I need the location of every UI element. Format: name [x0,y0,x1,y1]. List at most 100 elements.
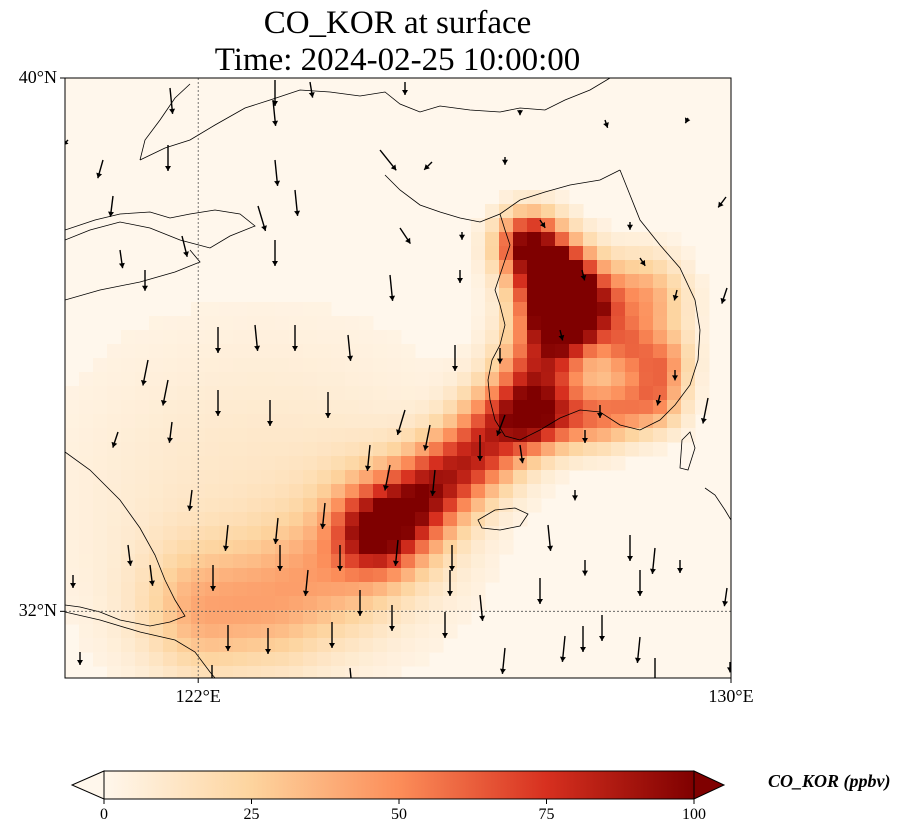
field-cell [653,344,668,359]
field-cell [359,344,374,359]
field-cell [233,330,248,345]
colorbar-tick-label: 50 [391,806,407,823]
field-cell [177,316,192,331]
field-cell [219,512,234,527]
field-cell [653,372,668,387]
field-cell [79,512,94,527]
field-cell [191,526,206,541]
field-cell [275,386,290,401]
wind-arrow [379,149,397,171]
field-cell [177,596,192,611]
field-cell [331,596,346,611]
field-cell [401,414,416,429]
wind-arrow [580,626,586,652]
field-cell [79,498,94,513]
field-cell [457,428,472,443]
wind-arrow [684,117,691,124]
field-cell [205,568,220,583]
field-cell [499,316,514,331]
field-cell [79,372,94,387]
figure-time-subtitle: Time: 2024-02-25 10:00:00 [214,42,581,78]
field-cell [681,344,696,359]
field-cell [555,288,570,303]
field-cell [93,652,108,667]
field-cell [121,428,136,443]
field-cell [555,358,570,373]
field-cell [597,330,612,345]
field-cell [457,470,472,485]
field-cell [555,386,570,401]
field-cell [499,484,514,499]
field-cell [373,428,388,443]
field-cell [135,540,150,555]
field-cell [135,666,150,678]
field-cell [471,442,486,457]
field-cell [359,428,374,443]
field-cell [275,470,290,485]
field-cell [513,400,528,415]
field-cell [443,540,458,555]
field-cell [457,358,472,373]
field-cell [135,610,150,625]
field-cell [233,624,248,639]
field-cell [247,554,262,569]
field-cell [275,526,290,541]
field-cell [401,386,416,401]
field-cell [289,470,304,485]
field-cell [275,442,290,457]
field-cell [373,624,388,639]
colorbar-extend-max [693,770,726,800]
wind-arrow [392,539,399,566]
field-cell [527,232,542,247]
field-cell [541,428,556,443]
field-cell [653,316,668,331]
field-cell [247,582,262,597]
field-cell [429,372,444,387]
field-cell [625,330,640,345]
field-cell [555,442,570,457]
wind-arrow [329,622,335,648]
field-cell [457,442,472,457]
field-cell [429,358,444,373]
field-cell [429,624,444,639]
field-cell [429,456,444,471]
field-cell [331,484,346,499]
field-cell [401,442,416,457]
field-cell [373,456,388,471]
field-cell [443,442,458,457]
field-cell [639,428,654,443]
field-cell [513,344,528,359]
field-cell [331,372,346,387]
field-cell [205,442,220,457]
field-cell [415,358,430,373]
field-cell [219,652,234,667]
field-cell [457,526,472,541]
field-cell [303,498,318,513]
field-cell [387,582,402,597]
field-cell [485,358,500,373]
field-cell [401,526,416,541]
field-cell [485,428,500,443]
field-cell [163,372,178,387]
field-cell [303,526,318,541]
field-cell [681,414,696,429]
field-cell [205,596,220,611]
field-cell [331,498,346,513]
field-cell [261,568,276,583]
field-cell [205,526,220,541]
field-cell [177,554,192,569]
field-cell [135,554,150,569]
wind-arrow [402,82,408,95]
field-cell [457,512,472,527]
field-cell [485,372,500,387]
field-cell [597,274,612,289]
wind-arrow [187,489,193,511]
field-cell [65,540,80,555]
field-cell [611,302,626,317]
field-cell [345,610,360,625]
field-cell [387,526,402,541]
field-cell [65,400,80,415]
field-cell [233,400,248,415]
field-cell [177,386,192,401]
wind-arrow [140,359,149,386]
